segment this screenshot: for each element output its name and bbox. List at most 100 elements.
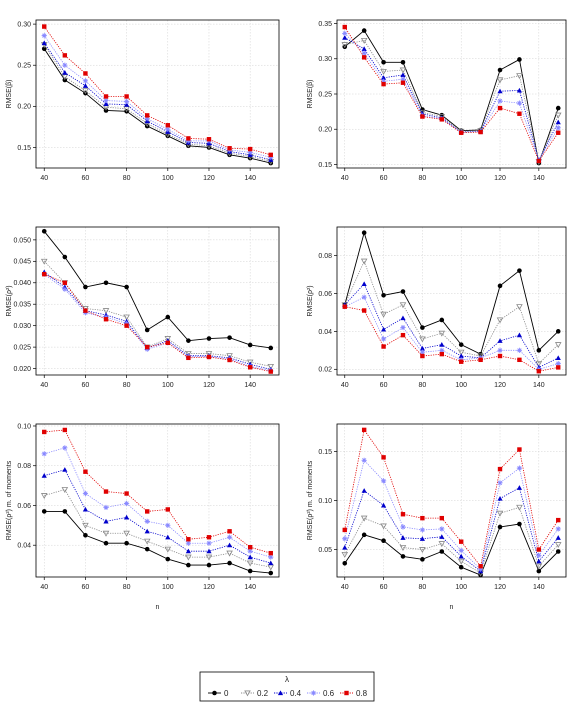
data-point-0.4 bbox=[497, 495, 503, 501]
x-tick-label: 60 bbox=[380, 382, 388, 389]
data-point-0.4 bbox=[103, 518, 109, 524]
data-point-0.8 bbox=[459, 130, 464, 135]
data-point-0 bbox=[555, 549, 561, 554]
series-line-0.6 bbox=[43, 35, 271, 158]
y-tick-label: 0.15 bbox=[318, 449, 332, 456]
data-point-0 bbox=[165, 556, 171, 562]
data-point-0.4 bbox=[555, 119, 561, 125]
data-point-0.8 bbox=[206, 535, 212, 540]
series-line-0.4 bbox=[44, 469, 271, 564]
data-point-0.8 bbox=[342, 527, 347, 533]
data-point-0.6 bbox=[419, 349, 425, 355]
series-line-0 bbox=[44, 510, 271, 574]
legend-marker-0.4 bbox=[277, 690, 284, 696]
y-tick-label: 0.25 bbox=[17, 63, 31, 70]
data-point-0.2 bbox=[341, 42, 349, 49]
x-tick-label: 80 bbox=[123, 175, 131, 182]
data-point-0.4 bbox=[380, 75, 387, 80]
x-tick-label: 60 bbox=[82, 584, 90, 591]
data-point-0 bbox=[165, 314, 171, 320]
data-point-0.2 bbox=[516, 304, 523, 311]
data-point-0.6 bbox=[380, 478, 387, 484]
data-point-0 bbox=[206, 562, 212, 568]
series-line-0.6 bbox=[344, 33, 559, 162]
x-tick-label: 40 bbox=[341, 175, 349, 182]
data-point-0.8 bbox=[556, 517, 561, 523]
x-tick-label: 60 bbox=[380, 175, 388, 182]
series-line-0.8 bbox=[43, 26, 271, 156]
data-point-0.2 bbox=[496, 77, 504, 84]
data-point-0.8 bbox=[145, 344, 150, 350]
y-axis-title: RMSE(ρ²) m. of moments bbox=[307, 460, 314, 540]
data-point-0.8 bbox=[227, 357, 232, 363]
data-point-0.8 bbox=[400, 332, 406, 338]
data-point-0.8 bbox=[227, 146, 232, 151]
data-point-0 bbox=[206, 336, 212, 341]
data-point-0.2 bbox=[123, 314, 130, 321]
data-point-0 bbox=[227, 560, 232, 566]
series-line-0 bbox=[344, 29, 559, 165]
data-point-0.6 bbox=[458, 547, 464, 554]
data-point-0.2 bbox=[554, 542, 562, 549]
data-point-0.4 bbox=[342, 35, 348, 40]
data-point-0.6 bbox=[82, 78, 89, 84]
data-point-0.6 bbox=[268, 154, 274, 160]
series-line-0.6 bbox=[44, 273, 271, 372]
data-point-0 bbox=[268, 570, 274, 576]
data-point-0.6 bbox=[516, 465, 523, 471]
data-point-0.8 bbox=[497, 466, 503, 472]
data-point-0.2 bbox=[438, 541, 446, 548]
data-point-0.8 bbox=[42, 429, 47, 435]
data-point-0.6 bbox=[82, 490, 89, 497]
series-line-0.2 bbox=[344, 39, 559, 163]
data-point-0.2 bbox=[185, 351, 192, 357]
data-point-0 bbox=[227, 335, 232, 340]
data-point-0.4 bbox=[555, 535, 561, 540]
y-tick-label: 0.040 bbox=[13, 280, 31, 287]
data-point-0 bbox=[439, 549, 445, 554]
data-point-0 bbox=[381, 538, 386, 544]
series-line-0.8 bbox=[344, 428, 559, 568]
data-point-0.4 bbox=[103, 101, 109, 106]
data-point-0.6 bbox=[400, 324, 406, 331]
y-axis-title: RMSE(β) bbox=[6, 80, 13, 109]
data-point-0.8 bbox=[103, 94, 109, 99]
chart-panel-middle-left: 40 60 80 100 120 140 0.020 0.025 0.030 0.035 0.040… bbox=[6, 226, 280, 389]
data-point-0 bbox=[458, 564, 464, 570]
data-point-0.6 bbox=[206, 540, 212, 546]
data-point-0 bbox=[41, 46, 47, 52]
data-point-0 bbox=[381, 293, 386, 298]
data-point-0.2 bbox=[457, 349, 465, 356]
data-point-0.8 bbox=[62, 427, 68, 433]
series-line-0.6 bbox=[44, 447, 271, 558]
data-point-0 bbox=[497, 283, 503, 289]
x-tick-label: 120 bbox=[494, 175, 506, 182]
data-point-0 bbox=[124, 284, 129, 290]
data-point-0.8 bbox=[381, 455, 386, 460]
y-tick-label: 0.30 bbox=[17, 22, 31, 29]
data-point-0.8 bbox=[478, 564, 483, 569]
data-point-0 bbox=[517, 57, 522, 62]
data-point-0.8 bbox=[536, 369, 542, 374]
x-tick-label: 40 bbox=[40, 382, 48, 389]
legend-box bbox=[199, 671, 375, 702]
data-point-0.4 bbox=[361, 281, 367, 287]
y-tick-label: 0.025 bbox=[13, 345, 31, 352]
x-tick-label: 80 bbox=[123, 382, 131, 389]
data-point-0.6 bbox=[478, 566, 484, 572]
data-point-0 bbox=[497, 67, 503, 73]
data-point-0.8 bbox=[400, 512, 406, 517]
data-point-0 bbox=[41, 228, 47, 234]
data-point-0.2 bbox=[102, 308, 110, 315]
x-tick-label: 40 bbox=[40, 584, 48, 591]
data-point-0 bbox=[186, 338, 191, 343]
data-point-0.2 bbox=[341, 551, 349, 558]
data-point-0.8 bbox=[103, 317, 109, 322]
legend-label-0: 0 bbox=[224, 689, 229, 698]
data-point-0 bbox=[144, 327, 150, 333]
data-point-0 bbox=[400, 59, 406, 65]
data-point-0.2 bbox=[267, 363, 275, 370]
data-point-0.6 bbox=[185, 138, 191, 144]
data-point-0.6 bbox=[516, 100, 523, 106]
data-point-0 bbox=[361, 532, 367, 538]
